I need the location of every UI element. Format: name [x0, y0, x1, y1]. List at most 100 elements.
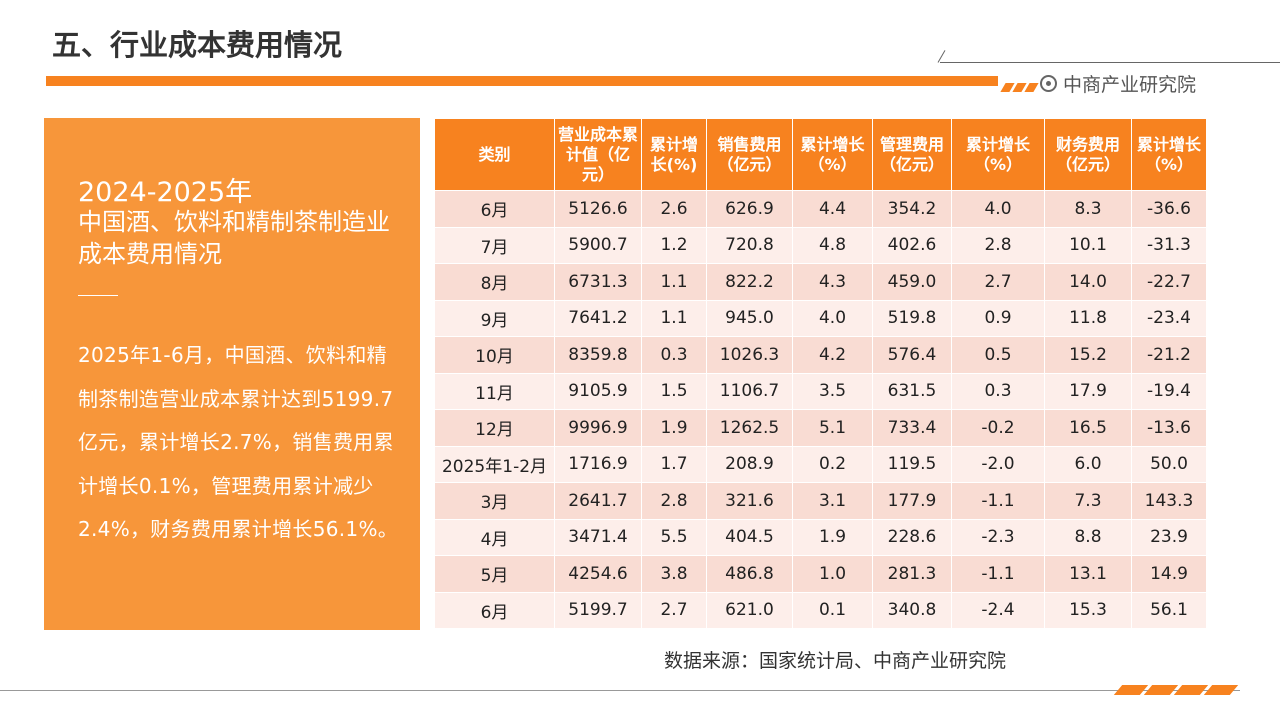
table-cell: 6731.3 — [554, 263, 642, 301]
table-cell: 6月 — [434, 190, 555, 228]
table-header-cell: 销售费用（亿元） — [706, 118, 793, 191]
table-cell: 7.3 — [1044, 482, 1132, 520]
table-cell: 5月 — [434, 555, 555, 593]
table-cell: -22.7 — [1131, 263, 1207, 301]
table-cell: 1.0 — [792, 555, 873, 593]
table-cell: 2641.7 — [554, 482, 642, 520]
table-cell: 0.3 — [641, 336, 707, 374]
header-stripes — [1000, 77, 1039, 96]
table-cell: 1.1 — [641, 299, 707, 337]
header-slash-line — [937, 50, 946, 63]
table-cell: 4.4 — [792, 190, 873, 228]
table-cell: 10月 — [434, 336, 555, 374]
table-header-cell: 类别 — [434, 118, 555, 191]
table-cell: 5126.6 — [554, 190, 642, 228]
table-cell: 404.5 — [706, 518, 793, 556]
table-cell: 4.8 — [792, 226, 873, 264]
table-header-row: 类别 营业成本累计值（亿元） 累计增长(%) 销售费用（亿元） 累计增长（%） 管理费用（… — [434, 118, 1207, 191]
table-row: 12月 9996.9 1.9 1262.5 5.1 733.4 -0.2 16.5 -13.6 — [434, 409, 1207, 447]
table-cell: 576.4 — [872, 336, 952, 374]
table-cell: 177.9 — [872, 482, 952, 520]
table-cell: 354.2 — [872, 190, 952, 228]
table-cell: 0.5 — [951, 336, 1045, 374]
brand-logo: 中商产业研究院 — [1040, 70, 1196, 97]
table-cell: 3.1 — [792, 482, 873, 520]
panel-title-year: 2024-2025年 — [78, 177, 253, 208]
table-cell: -1.1 — [951, 482, 1045, 520]
footer-stripes — [1113, 680, 1239, 699]
table-cell: 12月 — [434, 409, 555, 447]
table-cell: 8.3 — [1044, 190, 1132, 228]
table-cell: -2.4 — [951, 591, 1045, 629]
table-cell: 15.3 — [1044, 591, 1132, 629]
table-cell: 4月 — [434, 518, 555, 556]
table-header-cell: 累计增长(%) — [641, 118, 707, 191]
table-cell: 1.1 — [641, 263, 707, 301]
table-cell: 1026.3 — [706, 336, 793, 374]
panel-divider — [78, 295, 118, 296]
table-cell: 0.1 — [792, 591, 873, 629]
table-cell: 13.1 — [1044, 555, 1132, 593]
brand-name: 中商产业研究院 — [1063, 74, 1197, 96]
table-row: 10月 8359.8 0.3 1026.3 4.2 576.4 0.5 15.2 -21.2 — [434, 336, 1207, 374]
table-cell: 2.7 — [951, 263, 1045, 301]
table-cell: 10.1 — [1044, 226, 1132, 264]
table-cell: 23.9 — [1131, 518, 1207, 556]
table-cell: -19.4 — [1131, 372, 1207, 410]
table-cell: 56.1 — [1131, 591, 1207, 629]
table-row: 5月 4254.6 3.8 486.8 1.0 281.3 -1.1 13.1 14.9 — [434, 555, 1207, 593]
table-cell: 1.2 — [641, 226, 707, 264]
table-cell: 2.6 — [641, 190, 707, 228]
table-cell: 5199.7 — [554, 591, 642, 629]
table-cell: 8月 — [434, 263, 555, 301]
table-cell: 1.9 — [792, 518, 873, 556]
table-cell: 0.3 — [951, 372, 1045, 410]
page-title: 五、行业成本费用情况 — [52, 28, 343, 62]
table-cell: 733.4 — [872, 409, 952, 447]
table-cell: 519.8 — [872, 299, 952, 337]
table-cell: 9105.9 — [554, 372, 642, 410]
table-cell: 9996.9 — [554, 409, 642, 447]
table-cell: 3471.4 — [554, 518, 642, 556]
table-cell: 945.0 — [706, 299, 793, 337]
table-cell: 626.9 — [706, 190, 793, 228]
table-cell: 4254.6 — [554, 555, 642, 593]
data-source-note: 数据来源：国家统计局、中商产业研究院 — [664, 650, 1007, 672]
panel-body-text: 2025年1-6月，中国酒、饮料和精制茶制造营业成本累计达到5199.7亿元，累… — [78, 343, 399, 541]
table-cell: 14.0 — [1044, 263, 1132, 301]
table-cell: -36.6 — [1131, 190, 1207, 228]
table-cell: 11.8 — [1044, 299, 1132, 337]
table-cell: 321.6 — [706, 482, 793, 520]
title-underline-bar — [46, 76, 998, 86]
table-cell: 4.0 — [792, 299, 873, 337]
table-cell: 14.9 — [1131, 555, 1207, 593]
table-row: 8月 6731.3 1.1 822.2 4.3 459.0 2.7 14.0 -22.7 — [434, 263, 1207, 301]
table-cell: 17.9 — [1044, 372, 1132, 410]
table-cell: 5.5 — [641, 518, 707, 556]
table-cell: -2.0 — [951, 445, 1045, 483]
table-cell: 0.9 — [951, 299, 1045, 337]
table-cell: 3.5 — [792, 372, 873, 410]
table-cell: 4.0 — [951, 190, 1045, 228]
table-cell: 3月 — [434, 482, 555, 520]
table-cell: 3.8 — [641, 555, 707, 593]
table-cell: 6.0 — [1044, 445, 1132, 483]
table-cell: 486.8 — [706, 555, 793, 593]
table-cell: 208.9 — [706, 445, 793, 483]
table-cell: 4.3 — [792, 263, 873, 301]
table-cell: 16.5 — [1044, 409, 1132, 447]
table-cell: -1.1 — [951, 555, 1045, 593]
table-cell: 631.5 — [872, 372, 952, 410]
table-cell: -21.2 — [1131, 336, 1207, 374]
table-cell: 2.7 — [641, 591, 707, 629]
table-cell: 2.8 — [951, 226, 1045, 264]
table-cell: 5900.7 — [554, 226, 642, 264]
table-cell: 7641.2 — [554, 299, 642, 337]
table-cell: 0.2 — [792, 445, 873, 483]
footer-line — [0, 690, 1240, 691]
table-header-cell: 财务费用（亿元） — [1044, 118, 1132, 191]
table-row: 2025年1-2月 1716.9 1.7 208.9 0.2 119.5 -2.0 6.0 50… — [434, 445, 1207, 483]
table-cell: 1716.9 — [554, 445, 642, 483]
cost-table: 类别 营业成本累计值（亿元） 累计增长(%) 销售费用（亿元） 累计增长（%） 管理费用（… — [434, 118, 1207, 629]
brand-circle-icon — [1040, 75, 1057, 92]
